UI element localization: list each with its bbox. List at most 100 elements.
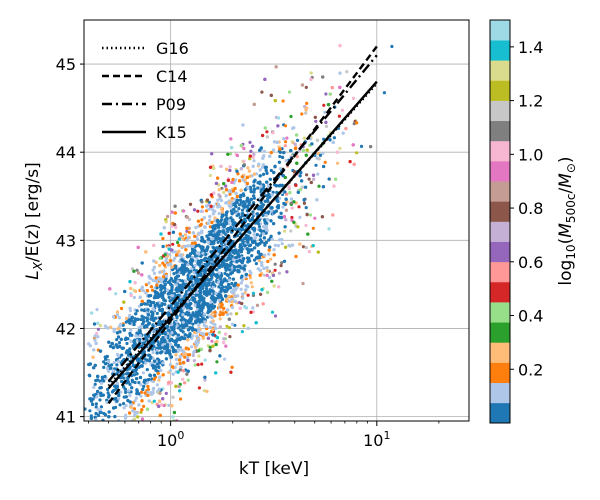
scatter-point: [283, 175, 287, 180]
scatter-point: [210, 152, 214, 156]
scatter-point: [320, 215, 324, 219]
scatter-point: [208, 345, 212, 349]
scatter-point: [189, 306, 193, 311]
scatter-point: [164, 391, 168, 395]
scatter-point: [181, 377, 185, 381]
scatter-point: [175, 339, 179, 343]
scatter-point: [144, 337, 148, 342]
scatter-point: [344, 127, 348, 131]
scatter-point: [210, 220, 214, 225]
scatter-point: [115, 399, 119, 403]
scatter-point: [130, 386, 134, 390]
scatter-point: [173, 293, 177, 298]
scatter-point: [122, 376, 126, 380]
scatter-point: [117, 316, 121, 320]
scatter-point: [250, 248, 254, 252]
scatter-point: [109, 366, 113, 370]
scatter-point: [285, 192, 289, 196]
scatter-point: [235, 194, 239, 199]
scatter-point: [210, 240, 215, 244]
scatter-point: [239, 215, 243, 219]
scatter-point: [197, 323, 201, 327]
scatter-point: [285, 270, 289, 274]
scatter-point: [169, 262, 173, 266]
scatter-point: [283, 124, 288, 128]
scatter-point: [334, 177, 338, 181]
scatter-point: [134, 396, 138, 400]
scatter-point: [183, 355, 187, 359]
scatter-point: [124, 390, 128, 394]
scatter-point: [324, 124, 328, 128]
scatter-point: [287, 90, 292, 94]
scatter-point: [200, 245, 204, 249]
scatter-point: [171, 395, 175, 399]
scatter-point: [100, 378, 105, 382]
scatter-point: [234, 191, 238, 196]
scatter-point: [210, 261, 214, 265]
scatter-point: [263, 126, 267, 130]
scatter-point: [229, 209, 233, 213]
scatter-point: [193, 249, 197, 253]
scatter-point: [154, 279, 158, 283]
scatter-point: [216, 202, 221, 206]
scatter-point: [281, 174, 285, 178]
scatter-point: [166, 263, 170, 267]
scatter-point: [201, 251, 205, 255]
scatter-point: [125, 341, 129, 346]
scatter-point: [266, 199, 270, 203]
scatter-point: [270, 310, 275, 314]
scatter-point: [236, 294, 240, 298]
scatter-point: [270, 193, 274, 197]
scatter-point: [211, 344, 215, 348]
scatter-point: [147, 353, 151, 357]
scatter-point: [324, 120, 328, 124]
scatter-point: [242, 257, 246, 261]
scatter-point: [265, 266, 269, 270]
scatter-point: [309, 180, 313, 185]
scatter-point: [179, 365, 183, 369]
scatter-point: [177, 237, 181, 241]
scatter-point: [295, 138, 300, 142]
scatter-point: [243, 264, 247, 268]
scatter-point: [341, 131, 345, 135]
scatter-point: [208, 314, 212, 318]
scatter-point: [232, 207, 236, 211]
scatter-point: [186, 378, 190, 382]
scatter-point: [167, 403, 171, 407]
scatter-point: [135, 309, 139, 313]
scatter-point: [95, 308, 99, 312]
scatter-point: [252, 184, 256, 188]
scatter-point: [225, 289, 229, 293]
scatter-point: [139, 302, 144, 307]
scatter-point: [116, 345, 120, 349]
scatter-point: [249, 281, 253, 285]
scatter-point: [176, 370, 180, 374]
scatter-point: [304, 223, 308, 228]
scatter-point: [149, 285, 153, 289]
scatter-point: [264, 224, 268, 228]
scatter-point: [145, 319, 149, 323]
scatter-point: [103, 324, 107, 328]
scatter-point: [304, 153, 308, 157]
scatter-point: [290, 140, 294, 144]
scatter-point: [115, 310, 120, 314]
scatter-point: [132, 373, 136, 377]
scatter-point: [301, 148, 306, 153]
scatter-point: [285, 200, 289, 204]
scatter-point: [304, 206, 308, 210]
scatter-point: [289, 229, 293, 233]
scatter-point: [213, 314, 217, 318]
scatter-point: [196, 261, 200, 265]
scatter-point: [269, 168, 273, 173]
scatter-point: [246, 293, 250, 297]
scatter-point: [251, 306, 255, 310]
scatter-point: [162, 263, 167, 267]
scatter-point: [135, 377, 139, 381]
scatter-point: [197, 354, 201, 358]
scatter-point: [313, 115, 317, 119]
scatter-point: [283, 225, 287, 229]
scatter-point: [337, 114, 341, 118]
scatter-point: [229, 205, 233, 209]
scatter-point: [216, 176, 220, 180]
scatter-point: [114, 396, 118, 401]
